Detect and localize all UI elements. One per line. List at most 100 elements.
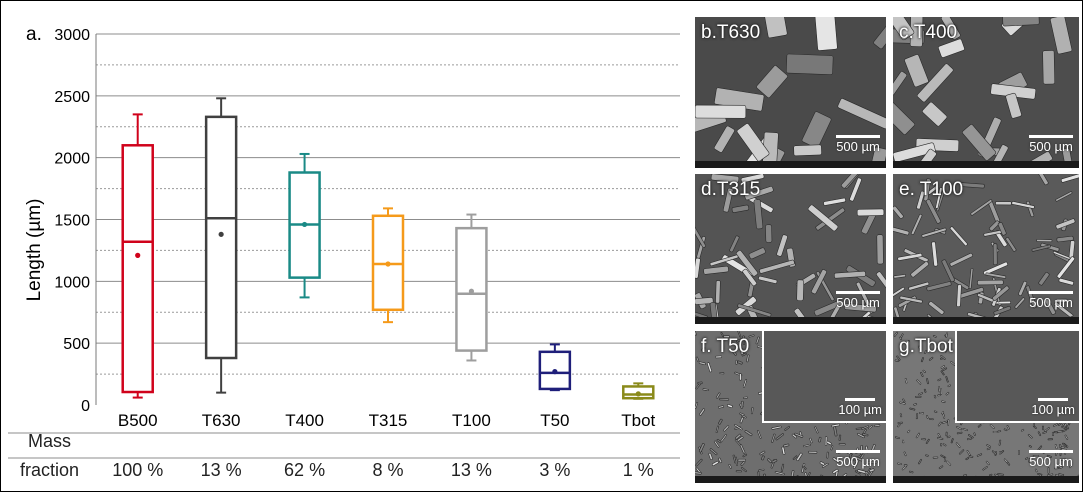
crystal-shape — [1054, 444, 1058, 450]
crystal-shape — [949, 252, 973, 267]
crystal-shape — [942, 443, 947, 447]
mass-fraction-value: 100 % — [112, 460, 163, 480]
box-t50 — [538, 343, 572, 392]
crystal-shape — [923, 178, 931, 202]
crystal-shape — [992, 431, 998, 433]
crystal-shape — [742, 268, 757, 287]
crystal-shape — [765, 224, 773, 243]
crystal-shape — [699, 408, 706, 416]
crystal-shape — [1005, 237, 1017, 252]
x-tick-label: T50 — [540, 411, 569, 430]
crystal-shape — [1053, 423, 1059, 427]
crystal-shape — [709, 254, 739, 267]
crystal-shape — [1044, 427, 1050, 432]
micrograph-label: g.Tbot — [899, 336, 953, 357]
crystal-shape — [735, 359, 738, 365]
crystal-shape — [785, 53, 834, 75]
crystal-shape — [830, 445, 834, 451]
crystal-shape — [940, 365, 946, 369]
crystal-shape — [916, 63, 954, 103]
crystal-shape — [899, 295, 923, 304]
crystal-shape — [940, 442, 943, 447]
crystal-shape — [949, 226, 968, 247]
crystal-shape — [1011, 201, 1035, 209]
crystal-shape — [937, 421, 942, 427]
crystal-shape — [759, 450, 766, 456]
crystal-shape — [718, 418, 723, 425]
crystal-shape — [744, 429, 753, 437]
crystal-shape — [737, 303, 772, 318]
crystal-shape — [740, 460, 746, 466]
crystal-shape — [1058, 473, 1065, 477]
crystal-shape — [736, 123, 770, 162]
crystal-shape — [950, 361, 956, 366]
inset-scale-text: 100 µm — [838, 402, 882, 417]
crystal-shape — [755, 336, 760, 345]
crystal-shape — [1055, 298, 1068, 303]
crystal-shape — [945, 391, 950, 396]
crystal-shape — [844, 303, 877, 313]
crystal-shape — [746, 354, 750, 363]
crystal-shape — [794, 432, 804, 438]
crystal-shape — [956, 431, 963, 435]
y-tick-label: 500 — [63, 336, 90, 353]
crystal-shape — [796, 279, 805, 302]
crystal-shape — [761, 455, 765, 461]
crystal-shape — [903, 464, 908, 467]
crystal-shape — [744, 186, 774, 201]
crystal-shape — [791, 433, 798, 439]
crystal-shape — [986, 444, 992, 448]
sem-info-strip — [695, 476, 886, 483]
crystal-shape — [838, 443, 846, 446]
crystal-shape — [837, 98, 886, 130]
crystal-shape — [740, 174, 765, 183]
inset-scale-bar: 100 µm — [838, 398, 882, 417]
crystal-shape — [758, 275, 778, 284]
sem-info-strip — [893, 317, 1079, 324]
crystal-shape — [869, 468, 875, 473]
crystal-shape — [941, 17, 961, 40]
crystal-shape — [736, 436, 744, 442]
crystal-shape — [1042, 431, 1047, 434]
crystal-shape — [955, 442, 961, 448]
micrograph-texture — [695, 174, 886, 324]
crystal-shape — [985, 460, 990, 466]
crystal-shape — [922, 101, 948, 127]
crystal-shape — [921, 438, 927, 441]
crystal-shape — [735, 250, 758, 277]
crystal-shape — [854, 456, 863, 462]
crystal-shape — [899, 336, 902, 341]
crystal-shape — [940, 370, 945, 376]
crystal-shape — [1032, 455, 1039, 458]
micrograph-label: e. T100 — [899, 179, 964, 200]
crystal-shape — [997, 473, 1004, 476]
crystal-shape — [913, 403, 918, 406]
crystal-shape — [695, 257, 701, 279]
crystal-shape — [701, 346, 706, 352]
crystal-shape — [908, 281, 930, 291]
box-t630 — [204, 97, 238, 394]
micrograph-texture — [893, 174, 1079, 324]
crystal-shape — [956, 425, 963, 431]
crystal-shape — [1003, 428, 1008, 432]
crystal-shape — [695, 356, 700, 362]
scale-text: 500 µm — [836, 295, 880, 310]
crystal-shape — [893, 142, 936, 163]
crystal-shape — [1058, 277, 1074, 286]
crystal-shape — [713, 440, 720, 448]
crystal-shape — [894, 436, 900, 439]
crystal-shape — [903, 451, 907, 457]
crystal-shape — [998, 439, 1002, 446]
crystal-shape — [997, 430, 1002, 433]
crystal-shape — [695, 458, 703, 467]
crystal-shape — [992, 285, 1010, 301]
crystal-shape — [938, 386, 941, 393]
crystal-shape — [968, 434, 974, 439]
crystal-shape — [811, 269, 827, 295]
crystal-shape — [945, 376, 949, 383]
crystal-shape — [709, 448, 718, 456]
crystal-shape — [909, 470, 914, 474]
crystal-shape — [970, 199, 993, 216]
crystal-shape — [960, 182, 985, 189]
crystal-shape — [801, 111, 832, 149]
